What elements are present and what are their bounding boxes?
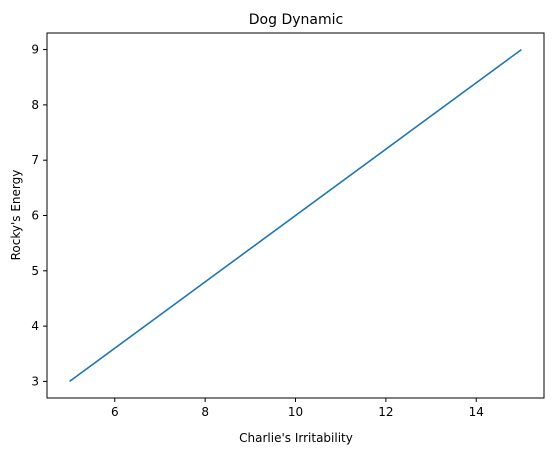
y-tick-label: 9: [31, 43, 39, 57]
chart-title: Dog Dynamic: [249, 12, 343, 28]
y-tick-label: 6: [31, 209, 39, 223]
y-tick-label: 8: [31, 98, 39, 112]
x-tick-label: 12: [378, 405, 393, 419]
series-line: [69, 48, 522, 383]
x-tick-label: 10: [288, 405, 303, 419]
y-tick-label: 5: [31, 264, 39, 278]
y-tick-label: 4: [31, 319, 39, 333]
x-tick-label: 14: [469, 405, 484, 419]
x-axis-label: Charlie's Irritability: [239, 431, 353, 445]
y-axis-label: Rocky's Energy: [9, 170, 23, 261]
x-tick-label: 8: [201, 405, 209, 419]
x-axis-ticks: 6 8 10 12 14: [111, 398, 484, 419]
x-tick-label: 6: [111, 405, 119, 419]
y-axis-ticks: 3 4 5 6 7 8 9: [31, 43, 47, 388]
y-tick-label: 3: [31, 374, 39, 388]
y-tick-label: 7: [31, 153, 39, 167]
plot-area: [69, 48, 522, 383]
axes-frame: [46, 32, 545, 399]
